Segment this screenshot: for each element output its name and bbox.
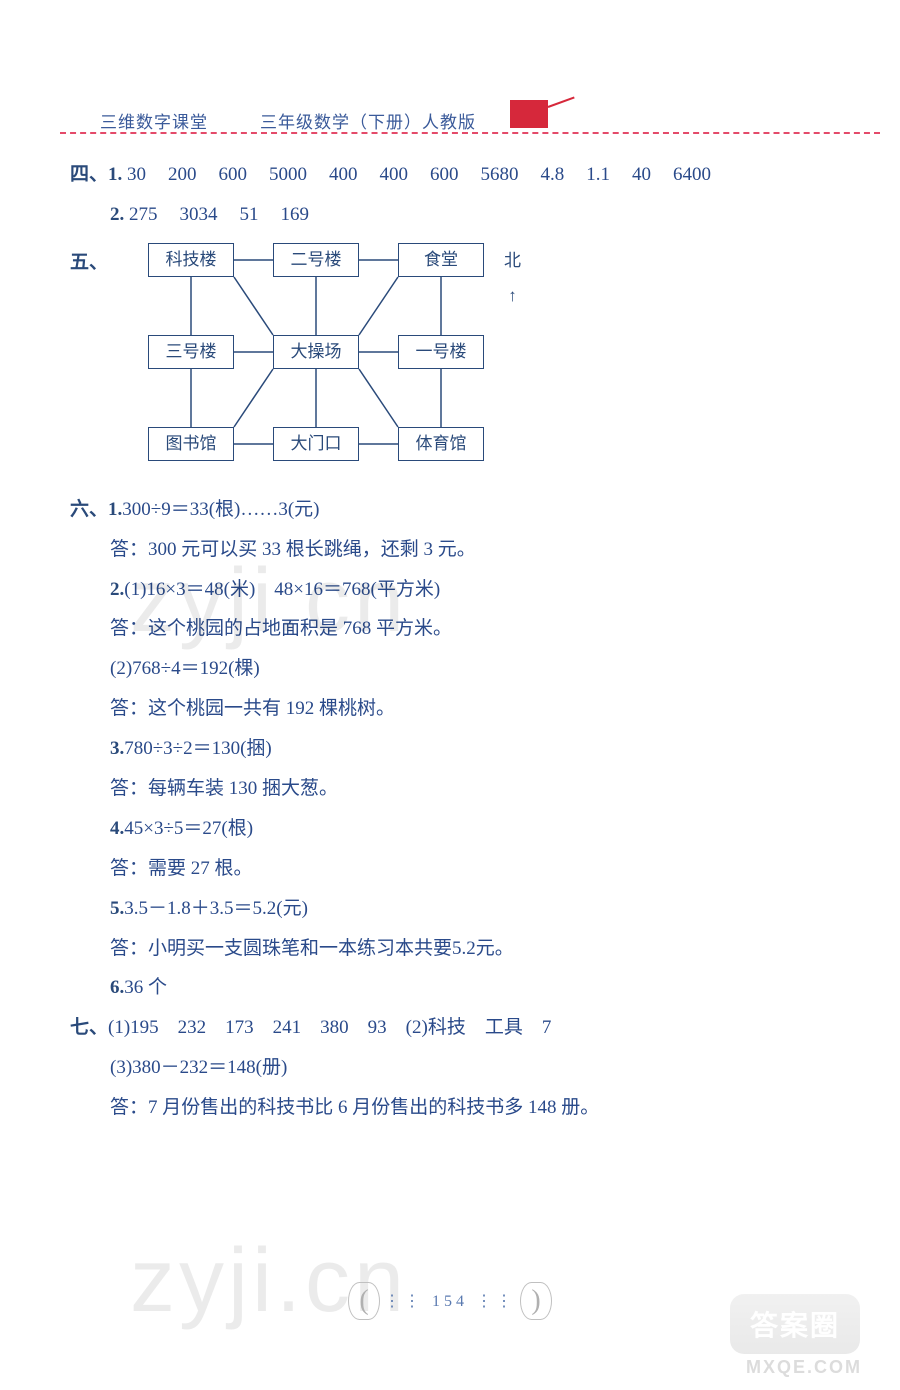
header-divider (60, 132, 880, 134)
value: 275 (129, 195, 158, 235)
value: 600 (430, 155, 459, 195)
diagram-box-nw: 科技楼 (148, 243, 234, 277)
sec6-label: 六、 (70, 499, 108, 520)
diagram-box-c: 大操场 (273, 335, 359, 369)
sec4-line2: 2. 275303451169 (70, 195, 840, 235)
content: 四、1. 30200600500040040060056804.81.14064… (70, 155, 840, 1128)
sec6-answer-text: 答：这个桃园的占地面积是 768 平方米。 (110, 618, 452, 639)
sec6-item-calc: (2)768÷4＝192(棵) (110, 658, 260, 679)
sec6-item-num: 5. (110, 898, 124, 919)
sec6-line: 3.780÷3÷2＝130(捆) (70, 729, 840, 769)
diagram-box-n: 二号楼 (273, 243, 359, 277)
sec7-text2: (3)380－232＝148(册) (110, 1057, 287, 1078)
value: 51 (240, 195, 259, 235)
sec4-line1: 四、1. 30200600500040040060056804.81.14064… (70, 155, 840, 195)
sec6-item-calc: 45×3÷5＝27(根) (124, 818, 253, 839)
sec6-answer-text: 答：这个桃园一共有 192 棵桃树。 (110, 698, 395, 719)
north-indicator: 北↑ (504, 243, 521, 314)
sec6-answer-text: 答：小明买一支圆珠笔和一本练习本共要5.2元。 (110, 938, 514, 959)
sec6-line: 2.(1)16×3＝48(米) 48×16＝768(平方米) (70, 570, 840, 610)
value: 5680 (481, 155, 519, 195)
sec5-label: 五、 (70, 243, 108, 283)
north-label: 北 (504, 251, 521, 270)
page-number-value: 154 (432, 1293, 468, 1310)
sec6-item-num: 3. (110, 738, 124, 759)
sec6-answer-text: 答：300 元可以买 33 根长跳绳，还剩 3 元。 (110, 539, 476, 560)
value: 6400 (673, 155, 711, 195)
footer-site: MXQE.COM (746, 1357, 862, 1378)
answer-badge: 答案圈 (730, 1294, 860, 1354)
sec6-item-num: 6. (110, 977, 124, 998)
sec6-answer-text: 答：需要 27 根。 (110, 858, 253, 879)
sec4-2-prefix: 2. (110, 204, 124, 225)
sec6-item-calc: 300÷9＝33(根)……3(元) (122, 499, 319, 520)
sec7-line3: 答：7 月份售出的科技书比 6 月份售出的科技书多 148 册。 (70, 1088, 840, 1128)
sec7-label: 七、 (70, 1017, 108, 1038)
red-flag-icon (510, 100, 548, 128)
sec6-line: 5.3.5－1.8＋3.5＝5.2(元) (70, 889, 840, 929)
value: 5000 (269, 155, 307, 195)
sec7-line2: (3)380－232＝148(册) (70, 1048, 840, 1088)
sec6-answer: 答：这个桃园的占地面积是 768 平方米。 (70, 609, 840, 649)
value: 40 (632, 155, 651, 195)
value: 400 (380, 155, 409, 195)
value: 169 (281, 195, 310, 235)
sec6-answer: 答：每辆车装 130 捆大葱。 (70, 769, 840, 809)
campus-diagram: 科技楼二号楼食堂三号楼大操场一号楼图书馆大门口体育馆北↑ (128, 235, 548, 490)
value: 600 (219, 155, 248, 195)
value: 1.1 (586, 155, 610, 195)
diagram-box-sw: 图书馆 (148, 427, 234, 461)
sec6-item-num: 4. (110, 818, 124, 839)
sec7-text1: (1)195 232 173 241 380 93 (2)科技 工具 7 (108, 1017, 551, 1038)
diagram-box-e: 一号楼 (398, 335, 484, 369)
sec6-item-calc: 3.5－1.8＋3.5＝5.2(元) (124, 898, 308, 919)
page: 三维数字课堂 三年级数学（下册）人教版 四、1. 302006005000400… (0, 0, 900, 1390)
sec6-line: 六、1.300÷9＝33(根)……3(元) (70, 490, 840, 530)
sec6-answer: 答：300 元可以买 33 根长跳绳，还剩 3 元。 (70, 530, 840, 570)
sec6-item-calc: 36 个 (124, 977, 167, 998)
sec6-item-num: 2. (110, 579, 124, 600)
sec4-2-values: 275303451169 (129, 204, 309, 225)
sec6-item-calc: (1)16×3＝48(米) 48×16＝768(平方米) (124, 579, 440, 600)
sec5-row: 五、 科技楼二号楼食堂三号楼大操场一号楼图书馆大门口体育馆北↑ (70, 235, 840, 490)
value: 30 (127, 155, 146, 195)
diagram-box-w: 三号楼 (148, 335, 234, 369)
diagram-box-s: 大门口 (273, 427, 359, 461)
footer-oval-left: ( (348, 1282, 380, 1320)
sec6-line: 6.36 个 (70, 968, 840, 1008)
value: 200 (168, 155, 197, 195)
series-title: 三维数字课堂 (100, 108, 208, 133)
sec7-line1: 七、(1)195 232 173 241 380 93 (2)科技 工具 7 (70, 1008, 840, 1048)
value: 4.8 (541, 155, 565, 195)
subject-title: 三年级数学（下册）人教版 (260, 108, 476, 133)
value: 400 (329, 155, 358, 195)
sec6: 六、1.300÷9＝33(根)……3(元) 答：300 元可以买 33 根长跳绳，… (70, 490, 840, 1009)
sec4-label: 四、 (70, 164, 108, 185)
north-arrow-icon: ↑ (508, 286, 517, 305)
sec6-item-calc: 780÷3÷2＝130(捆) (124, 738, 272, 759)
sec6-answer: 答：需要 27 根。 (70, 849, 840, 889)
sec6-line: 4.45×3÷5＝27(根) (70, 809, 840, 849)
sec6-line: (2)768÷4＝192(棵) (70, 649, 840, 689)
value: 3034 (180, 195, 218, 235)
diagram-box-ne: 食堂 (398, 243, 484, 277)
diagram-box-se: 体育馆 (398, 427, 484, 461)
sec6-answer: 答：小明买一支圆珠笔和一本练习本共要5.2元。 (70, 929, 840, 969)
sec4-1-prefix: 1. (108, 164, 122, 185)
sec7-text3: 答：7 月份售出的科技书比 6 月份售出的科技书多 148 册。 (110, 1097, 599, 1118)
sec6-answer-text: 答：每辆车装 130 捆大葱。 (110, 778, 338, 799)
sec6-item-num: 1. (108, 499, 122, 520)
footer-oval-right: ) (520, 1282, 552, 1320)
sec4-1-values: 30200600500040040060056804.81.1406400 (127, 164, 711, 185)
sec6-answer: 答：这个桃园一共有 192 棵桃树。 (70, 689, 840, 729)
